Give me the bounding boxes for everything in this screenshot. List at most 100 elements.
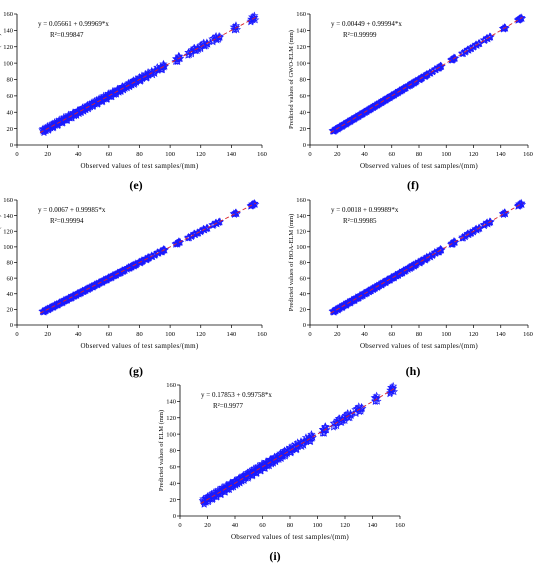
x-tick-label: 20: [334, 331, 341, 338]
x-tick-label: 100: [313, 522, 323, 529]
data-point-star: [501, 209, 510, 218]
y-tick-label: 100: [296, 244, 306, 251]
y-tick-label: 100: [166, 431, 176, 438]
r-squared-label: R²=0.99847: [50, 31, 84, 39]
y-tick-label: 120: [3, 44, 13, 51]
r-squared-label: R²=0.9977: [213, 402, 243, 410]
x-tick-label: 40: [75, 151, 82, 158]
x-tick-label: 60: [389, 151, 396, 158]
data-point-star: [88, 101, 98, 110]
y-tick-label: 0: [10, 142, 13, 149]
fit-equation: y = 0.0067 + 0.99985*x: [38, 206, 106, 214]
x-tick-label: 140: [496, 151, 506, 158]
x-tick-label: 60: [259, 522, 266, 529]
x-tick-label: 80: [416, 151, 423, 158]
data-point-star: [203, 39, 212, 48]
panel-label: (f): [407, 178, 419, 192]
y-tick-label: 120: [166, 415, 176, 422]
x-tick-label: 0: [308, 151, 311, 158]
x-tick-label: 20: [204, 522, 211, 529]
y-tick-label: 0: [303, 142, 306, 149]
data-point-star: [214, 34, 223, 43]
y-tick-label: 80: [7, 77, 14, 84]
data-point-star: [451, 53, 460, 62]
data-point-star: [357, 404, 366, 413]
y-tick-label: 120: [3, 228, 13, 235]
x-tick-label: 160: [523, 331, 533, 338]
x-tick-label: 80: [416, 331, 423, 338]
data-point-star: [500, 208, 509, 216]
x-axis-label: Observed values of test samples/(mm): [360, 162, 478, 170]
fit-equation: y = 0.05661 + 0.99969*x: [38, 20, 109, 28]
y-tick-label: 140: [296, 213, 306, 220]
data-point-star: [160, 61, 170, 70]
y-tick-label: 80: [7, 260, 14, 267]
data-point-star: [176, 237, 185, 246]
x-tick-label: 120: [340, 522, 350, 529]
x-axis-label: Observed values of test samples/(mm): [80, 162, 198, 170]
y-tick-label: 160: [166, 382, 176, 389]
y-tick-label: 0: [10, 322, 13, 329]
y-tick-label: 40: [7, 109, 14, 116]
x-tick-label: 0: [15, 331, 18, 338]
data-point-star: [517, 14, 527, 22]
x-tick-label: 20: [44, 151, 51, 158]
data-point-star: [517, 200, 527, 209]
data-point-star: [250, 11, 259, 20]
y-tick-label: 0: [173, 513, 176, 520]
x-tick-label: 40: [232, 522, 239, 529]
x-tick-label: 160: [523, 151, 533, 158]
x-tick-label: 100: [165, 151, 175, 158]
x-tick-label: 140: [496, 331, 506, 338]
y-tick-label: 60: [170, 464, 177, 471]
x-tick-label: 60: [106, 151, 113, 158]
x-tick-label: 120: [196, 331, 206, 338]
data-point-star: [232, 25, 241, 34]
data-point-star: [176, 54, 185, 63]
data-point-star: [250, 13, 259, 22]
data-point-star: [486, 32, 495, 41]
y-tick-label: 40: [7, 291, 14, 298]
chart-panel-1: 0 20 40 60 80 100 120 140 160 0 20 40 60 80 100 120 140 1…: [0, 11, 267, 192]
x-tick-label: 100: [165, 331, 175, 338]
data-point-star: [231, 21, 241, 30]
chart-panel-5: 0 20 40 60 80 100 120 140 160 0 20 40 60 80 100 120 140 1…: [158, 381, 405, 563]
data-point-star: [479, 220, 488, 229]
x-tick-label: 100: [441, 331, 451, 338]
y-tick-label: 100: [296, 60, 306, 67]
y-tick-label: 60: [300, 275, 307, 282]
x-tick-label: 40: [75, 331, 82, 338]
r-squared-label: R²=0.99999: [343, 31, 377, 39]
data-point-star: [231, 208, 241, 217]
data-point-star: [322, 425, 331, 434]
x-tick-label: 160: [395, 522, 405, 529]
x-tick-label: 120: [469, 331, 479, 338]
y-tick-label: 140: [3, 28, 13, 35]
fit-equation: y = 0.0018 + 0.99989*x: [331, 206, 399, 214]
data-point-star: [501, 23, 510, 32]
data-point-star: [358, 404, 367, 412]
y-axis-label: Predicted values of GWO-ELM (mm): [288, 30, 295, 129]
data-point-star: [472, 41, 482, 49]
y-axis-label: Predicted values of ELM (mm): [158, 410, 165, 491]
y-tick-label: 120: [296, 228, 306, 235]
data-point-star: [160, 245, 170, 254]
x-tick-label: 120: [469, 151, 479, 158]
x-tick-label: 160: [257, 331, 267, 338]
r-squared-label: R²=0.99985: [343, 217, 377, 225]
x-tick-label: 80: [287, 522, 294, 529]
data-point-star: [321, 422, 330, 430]
y-axis-label: Predicted values of DE-ELM (mm): [0, 33, 2, 125]
x-tick-label: 100: [441, 151, 451, 158]
panel-label: (h): [406, 364, 421, 378]
data-point-star: [517, 198, 526, 207]
y-tick-label: 60: [300, 93, 307, 100]
y-tick-label: 20: [300, 307, 307, 314]
chart-panel-2: 0 20 40 60 80 100 120 140 160 0 20 40 60 80 100 120 140 1…: [288, 11, 533, 192]
x-tick-label: 140: [227, 331, 237, 338]
y-tick-label: 80: [300, 77, 307, 84]
y-tick-label: 20: [7, 307, 14, 314]
y-tick-label: 140: [296, 28, 306, 35]
data-point-star: [483, 218, 492, 227]
